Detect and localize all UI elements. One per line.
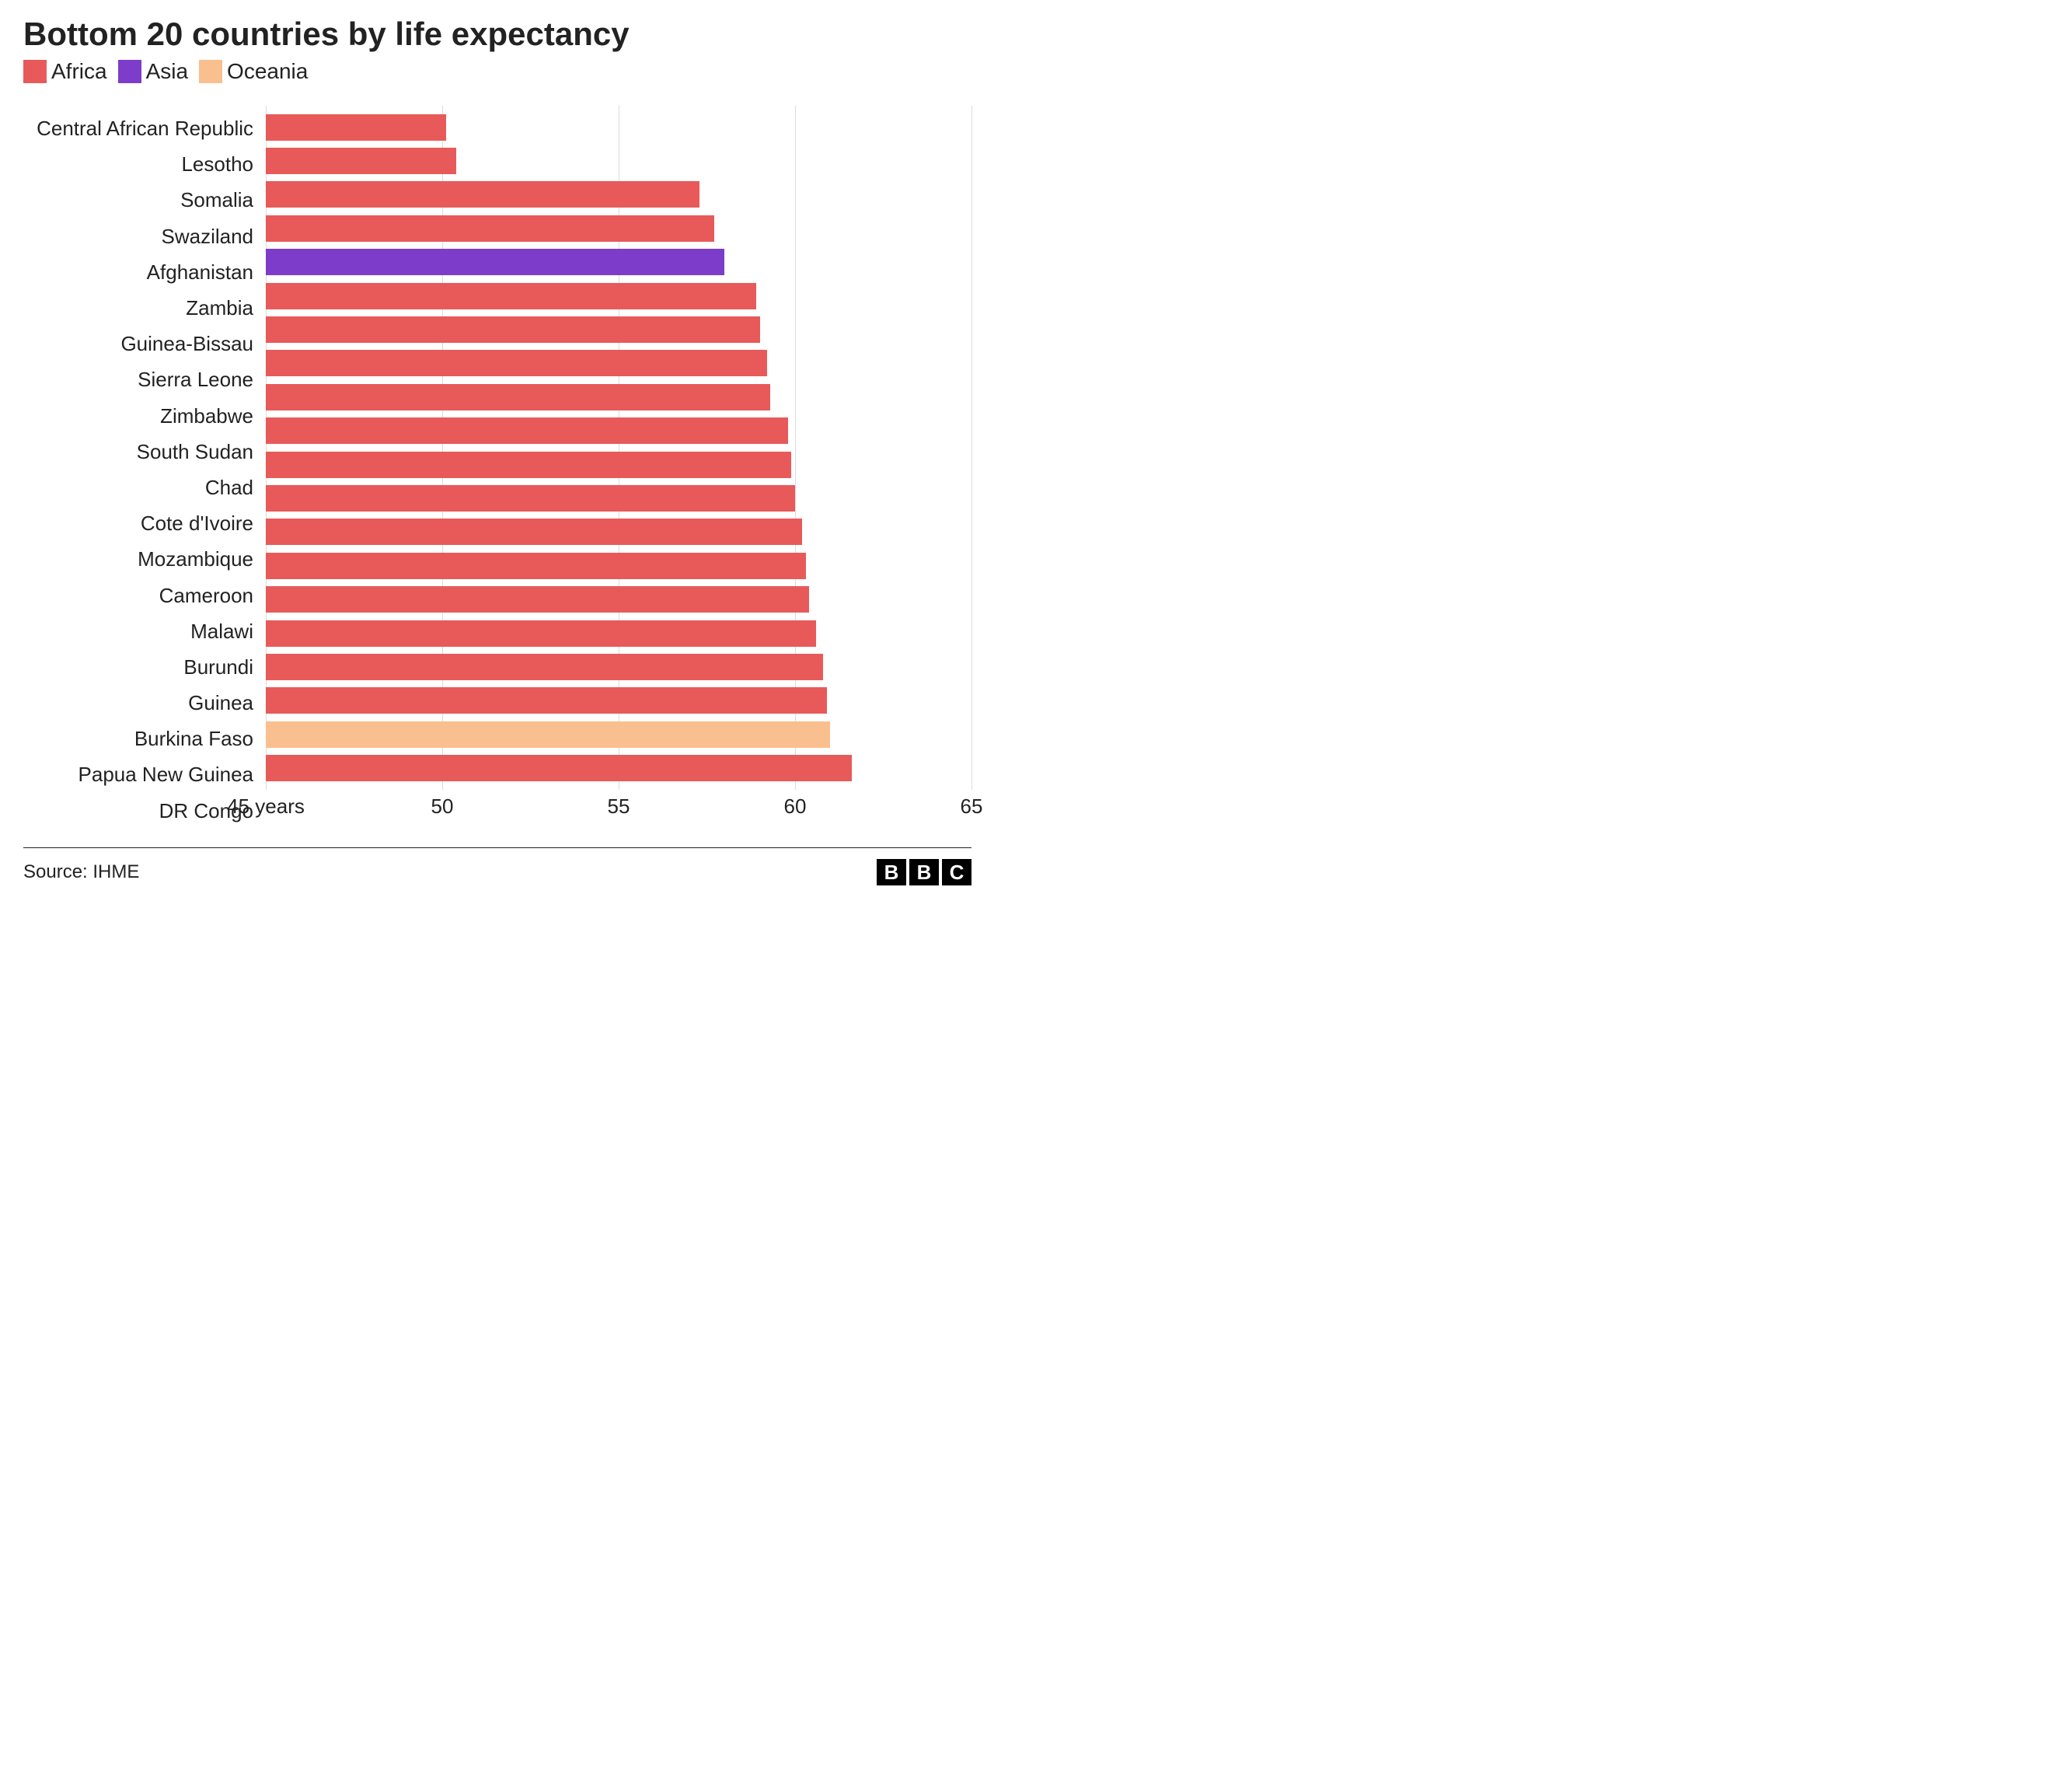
y-axis-label: Chad [33, 474, 260, 501]
legend-swatch [199, 60, 222, 83]
bar [266, 350, 767, 376]
bar [266, 452, 791, 478]
bar [266, 114, 446, 141]
bar-row [266, 283, 971, 309]
bar [266, 485, 795, 512]
y-axis-label: Swaziland [33, 223, 260, 250]
bar-row [266, 384, 971, 410]
bar-row [266, 181, 971, 208]
legend-label: Asia [146, 59, 188, 84]
bar [266, 519, 802, 545]
bar-row [266, 485, 971, 512]
y-axis-label: Malawi [33, 618, 260, 644]
chart-legend: Africa Asia Oceania [23, 59, 971, 84]
bbc-logo-box: B [877, 859, 906, 885]
bar [266, 417, 788, 444]
bar [266, 620, 816, 647]
bar [266, 553, 806, 579]
bar-row [266, 620, 971, 647]
bar-row [266, 452, 971, 478]
bar [266, 181, 699, 208]
bar [266, 755, 852, 781]
chart-plot-wrap: Central African Republic Lesotho Somalia Sw… [33, 106, 971, 833]
y-axis-label: South Sudan [33, 438, 260, 465]
bar-row [266, 350, 971, 376]
bar-row [266, 249, 971, 275]
legend-swatch [23, 60, 47, 83]
y-axis-label: Zambia [33, 295, 260, 321]
legend-item: Africa [23, 59, 107, 84]
bar-row [266, 215, 971, 242]
bar-row [266, 316, 971, 343]
gridline [971, 106, 972, 790]
y-axis-label: Central African Republic [33, 115, 260, 141]
bbc-logo: BBC [877, 859, 971, 885]
y-axis-label: Somalia [33, 187, 260, 213]
legend-item: Oceania [199, 59, 308, 84]
bar [266, 249, 724, 275]
y-axis-label: DR Congo [33, 798, 260, 824]
x-tick-label: 45 years [227, 794, 305, 819]
y-axis-label: Cote d'Ivoire [33, 510, 260, 536]
y-axis-labels: Central African Republic Lesotho Somalia Sw… [33, 106, 260, 833]
source-label: Source: IHME [23, 861, 139, 883]
bar-row [266, 114, 971, 141]
bbc-logo-box: C [942, 859, 971, 885]
legend-label: Oceania [227, 59, 308, 84]
chart-container: Bottom 20 countries by life expectancy A… [0, 0, 995, 903]
y-axis-label: Sierra Leone [33, 366, 260, 393]
y-axis-label: Guinea [33, 690, 260, 716]
x-tick-label: 55 [608, 794, 630, 819]
bar [266, 148, 456, 174]
y-axis-label: Zimbabwe [33, 403, 260, 429]
bar [266, 586, 809, 613]
y-axis-label: Papua New Guinea [33, 761, 260, 787]
bar [266, 215, 714, 242]
y-axis-label: Burkina Faso [33, 725, 260, 752]
bbc-logo-box: B [909, 859, 939, 885]
y-axis-label: Cameroon [33, 582, 260, 609]
bar-row [266, 654, 971, 680]
x-tick-label: 50 [431, 794, 454, 819]
y-axis-label: Burundi [33, 654, 260, 680]
bar [266, 654, 823, 680]
bar [266, 687, 827, 714]
bar-row [266, 586, 971, 613]
x-tick-label: 65 [961, 794, 983, 819]
bar-row [266, 519, 971, 545]
bars-layer [266, 106, 971, 790]
bar-row [266, 687, 971, 714]
bar [266, 316, 760, 343]
legend-item: Asia [118, 59, 188, 84]
y-axis-label: Lesotho [33, 151, 260, 177]
bar-row [266, 755, 971, 781]
chart-footer: Source: IHME BBC [23, 847, 971, 903]
bar [266, 283, 756, 309]
bar-row [266, 553, 971, 579]
legend-label: Africa [51, 59, 107, 84]
x-tick-label: 60 [784, 794, 807, 819]
bar-row [266, 721, 971, 748]
y-axis-label: Mozambique [33, 546, 260, 572]
x-axis: 45 years50556065 [266, 794, 971, 833]
y-axis-label: Guinea-Bissau [33, 330, 260, 357]
chart-title: Bottom 20 countries by life expectancy [23, 16, 971, 53]
bar-row [266, 417, 971, 444]
bar [266, 721, 830, 748]
bar-row [266, 148, 971, 174]
legend-swatch [118, 60, 141, 83]
y-axis-label: Afghanistan [33, 259, 260, 285]
bar [266, 384, 770, 410]
plot-area [266, 106, 971, 790]
